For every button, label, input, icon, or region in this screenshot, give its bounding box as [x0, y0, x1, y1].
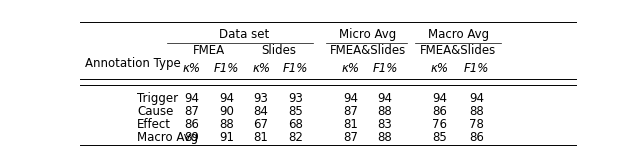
Text: 87: 87: [343, 131, 358, 144]
Text: κ%: κ%: [341, 62, 359, 75]
Text: 89: 89: [184, 131, 199, 144]
Text: Annotation Type: Annotation Type: [85, 58, 180, 71]
Text: 82: 82: [289, 131, 303, 144]
Text: 90: 90: [219, 105, 234, 118]
Text: 94: 94: [219, 92, 234, 105]
Text: Trigger: Trigger: [137, 92, 178, 105]
Text: 78: 78: [469, 118, 484, 131]
Text: 94: 94: [432, 92, 447, 105]
Text: 94: 94: [343, 92, 358, 105]
Text: 68: 68: [289, 118, 303, 131]
Text: 94: 94: [184, 92, 199, 105]
Text: 88: 88: [378, 105, 392, 118]
Text: Macro Avg: Macro Avg: [428, 28, 489, 41]
Text: 67: 67: [253, 118, 269, 131]
Text: 81: 81: [253, 131, 268, 144]
Text: 88: 88: [469, 105, 484, 118]
Text: κ%: κ%: [431, 62, 449, 75]
Text: Micro Avg: Micro Avg: [339, 28, 396, 41]
Text: 87: 87: [343, 105, 358, 118]
Text: Effect: Effect: [137, 118, 171, 131]
Text: F1%: F1%: [464, 62, 490, 75]
Text: 87: 87: [184, 105, 199, 118]
Text: 81: 81: [343, 118, 358, 131]
Text: 86: 86: [469, 131, 484, 144]
Text: 86: 86: [432, 105, 447, 118]
Text: 83: 83: [378, 118, 392, 131]
Text: F1%: F1%: [214, 62, 239, 75]
Text: FMEA&Slides: FMEA&Slides: [420, 44, 497, 57]
Text: 94: 94: [378, 92, 392, 105]
Text: 88: 88: [219, 118, 234, 131]
Text: 88: 88: [378, 131, 392, 144]
Text: κ%: κ%: [252, 62, 270, 75]
Text: F1%: F1%: [283, 62, 308, 75]
Text: 84: 84: [253, 105, 268, 118]
Text: 86: 86: [184, 118, 199, 131]
Text: Data set: Data set: [218, 28, 269, 41]
Text: κ%: κ%: [182, 62, 200, 75]
Text: 85: 85: [289, 105, 303, 118]
Text: Slides: Slides: [261, 44, 296, 57]
Text: F1%: F1%: [372, 62, 397, 75]
Text: 85: 85: [432, 131, 447, 144]
Text: 94: 94: [469, 92, 484, 105]
Text: 91: 91: [219, 131, 234, 144]
Text: Cause: Cause: [137, 105, 173, 118]
Text: FMEA: FMEA: [193, 44, 225, 57]
Text: 93: 93: [289, 92, 303, 105]
Text: Macro Avg: Macro Avg: [137, 131, 198, 144]
Text: FMEA&Slides: FMEA&Slides: [330, 44, 406, 57]
Text: 93: 93: [253, 92, 268, 105]
Text: 76: 76: [432, 118, 447, 131]
